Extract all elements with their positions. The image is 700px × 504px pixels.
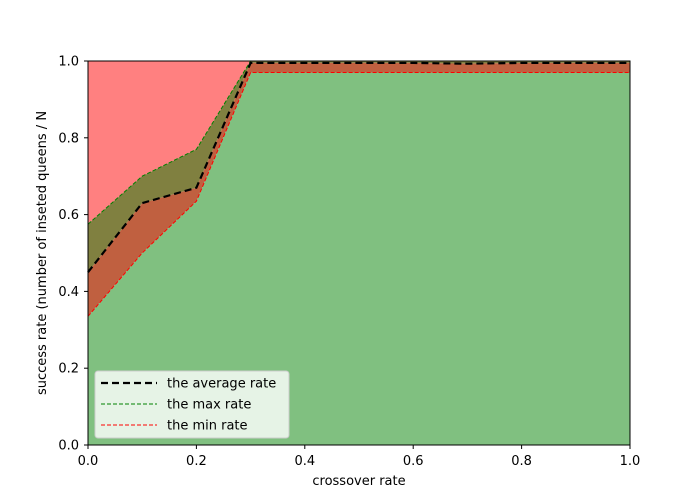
x-tick-label: 0.8 (511, 454, 532, 469)
y-tick-label: 1.0 (58, 55, 79, 70)
legend-label: the min rate (167, 419, 248, 434)
y-tick-label: 0.6 (58, 208, 79, 223)
x-axis-label: crossover rate (312, 474, 405, 489)
y-tick-label: 0.0 (58, 439, 79, 454)
legend-label: the average rate (167, 377, 276, 392)
y-tick-label: 0.2 (58, 362, 79, 377)
x-tick-label: 1.0 (620, 454, 641, 469)
fill-avg-to-max (88, 61, 630, 273)
series-line-the-min-rate (87, 72, 630, 317)
axes: 0.0 0.2 0.4 0.6 0.8 1.0 0.0 0.2 0.4 0.6 0.8 1.0 (58, 55, 640, 470)
legend-box (94, 370, 290, 439)
fill-above-max (88, 61, 630, 225)
x-tick-label: 0.2 (186, 454, 207, 469)
legend-label: the max rate (167, 398, 251, 413)
fill-below-min (88, 72, 630, 446)
x-tick-label: 0.4 (294, 454, 315, 469)
x-tick-label: 0.6 (403, 454, 424, 469)
x-tick-label: 0.0 (78, 454, 99, 469)
plot-frame (87, 60, 631, 446)
legend: the average rate the max rate the min rate (94, 370, 290, 439)
y-tick-label: 0.8 (58, 131, 79, 146)
series-line-the-average-rate (87, 61, 630, 273)
y-tick-label: 0.4 (58, 285, 79, 300)
y-axis-label: success rate (number of inseted queens /… (35, 111, 50, 395)
